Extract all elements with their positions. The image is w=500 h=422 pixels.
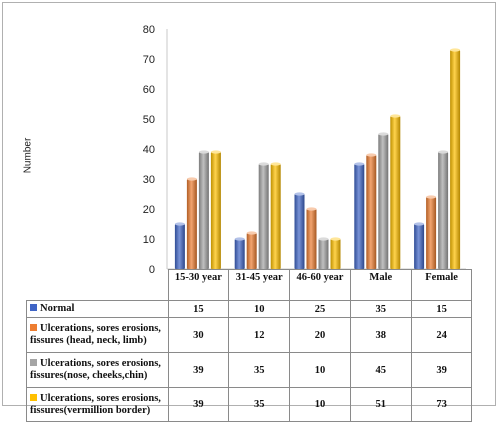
bar-top bbox=[414, 222, 425, 226]
legend-entry: Ulcerations, sores erosions, fissures (h… bbox=[26, 317, 169, 353]
table-cell-value: 24 bbox=[410, 317, 473, 353]
bar bbox=[426, 197, 437, 269]
table-cell-value: 20 bbox=[289, 317, 351, 353]
table-cell-value: 73 bbox=[410, 387, 473, 422]
y-tick-label: 20 bbox=[143, 204, 155, 216]
bar bbox=[186, 179, 197, 269]
table-corner-cell bbox=[26, 269, 169, 301]
bar bbox=[354, 164, 365, 269]
bar bbox=[366, 155, 377, 269]
bar bbox=[198, 152, 209, 269]
bar bbox=[438, 152, 449, 269]
bar bbox=[390, 116, 401, 269]
table-row: Normal 15 10 25 35 15 bbox=[26, 300, 473, 318]
bar-top bbox=[390, 114, 401, 118]
table-cell-value: 35 bbox=[228, 387, 291, 422]
bar bbox=[414, 224, 425, 269]
legend-entry: Normal bbox=[26, 300, 169, 318]
bar-top bbox=[330, 237, 341, 241]
bar-top bbox=[198, 150, 209, 154]
table-header-row: 15-30 year 31-45 year 46-60 year Male Female bbox=[26, 269, 473, 301]
y-tick-label: 40 bbox=[143, 144, 155, 156]
y-tick-label: 60 bbox=[143, 84, 155, 96]
table-cell-value: 39 bbox=[167, 387, 230, 422]
table-cell-value: 15 bbox=[167, 300, 230, 318]
category-label: 46-60 year bbox=[289, 269, 351, 301]
bar-top bbox=[174, 222, 185, 226]
table-cell-value: 39 bbox=[410, 352, 473, 388]
table-cell-value: 35 bbox=[228, 352, 291, 388]
bar-top bbox=[378, 132, 389, 136]
y-axis-label: Number bbox=[22, 137, 34, 174]
table-cell-value: 15 bbox=[410, 300, 473, 318]
legend-swatch bbox=[30, 393, 37, 401]
bar-top bbox=[438, 150, 449, 154]
table-cell-value: 30 bbox=[167, 317, 230, 353]
bar bbox=[378, 134, 389, 269]
category-label: Female bbox=[410, 269, 473, 301]
bar-top bbox=[186, 177, 197, 181]
y-tick-label: 10 bbox=[143, 234, 155, 246]
bar bbox=[246, 233, 257, 269]
table-cell-value: 45 bbox=[349, 352, 412, 388]
bar bbox=[306, 209, 317, 269]
category-label: Male bbox=[349, 269, 412, 301]
table-row: Ulcerations, sores erosions, fissures (h… bbox=[26, 317, 473, 353]
bar bbox=[270, 164, 281, 269]
table-cell-value: 35 bbox=[349, 300, 412, 318]
bar-top bbox=[306, 207, 317, 211]
bar bbox=[174, 224, 185, 269]
legend-swatch bbox=[30, 359, 37, 366]
legend-entry: Ulcerations, sores erosions, fissures(no… bbox=[26, 352, 169, 388]
bar bbox=[258, 164, 269, 269]
bar-top bbox=[294, 192, 305, 196]
data-table: 15-30 year 31-45 year 46-60 year Male Female… bbox=[26, 269, 473, 422]
bar bbox=[330, 239, 341, 269]
table-cell-value: 10 bbox=[289, 387, 351, 422]
table-cell-value: 39 bbox=[167, 352, 230, 388]
bar bbox=[318, 239, 329, 269]
bar-top bbox=[270, 162, 281, 166]
legend-swatch bbox=[30, 304, 37, 311]
y-tick-label: 30 bbox=[143, 174, 155, 186]
y-tick-label: 80 bbox=[143, 24, 155, 36]
category-label: 15-30 year bbox=[167, 269, 230, 301]
bar bbox=[450, 50, 461, 269]
bar-top bbox=[450, 48, 461, 52]
bar-top bbox=[354, 162, 365, 166]
table-cell-value: 10 bbox=[289, 352, 351, 388]
y-tick-label: 70 bbox=[143, 54, 155, 66]
category-label: 31-45 year bbox=[228, 269, 291, 301]
y-tick-label: 50 bbox=[143, 114, 155, 126]
bar bbox=[234, 239, 245, 269]
bar bbox=[294, 194, 305, 269]
table-cell-value: 51 bbox=[349, 387, 412, 422]
table-cell-value: 12 bbox=[228, 317, 291, 353]
table-cell-value: 38 bbox=[349, 317, 412, 353]
bar-top bbox=[366, 153, 377, 157]
bar-top bbox=[258, 162, 269, 166]
bar-top bbox=[246, 231, 257, 235]
bar-top bbox=[234, 237, 245, 241]
table-row: Ulcerations, sores erosions, fissures(ve… bbox=[26, 387, 473, 422]
table-cell-value: 25 bbox=[289, 300, 351, 318]
legend-swatch bbox=[30, 324, 37, 331]
table-row: Ulcerations, sores erosions, fissures(no… bbox=[26, 352, 473, 388]
bar-top bbox=[426, 195, 437, 199]
table-cell-value: 10 bbox=[228, 300, 291, 318]
bar-top bbox=[318, 237, 329, 241]
bar bbox=[210, 152, 221, 269]
bar-top bbox=[210, 150, 221, 154]
legend-entry: Ulcerations, sores erosions, fissures(ve… bbox=[26, 387, 169, 422]
